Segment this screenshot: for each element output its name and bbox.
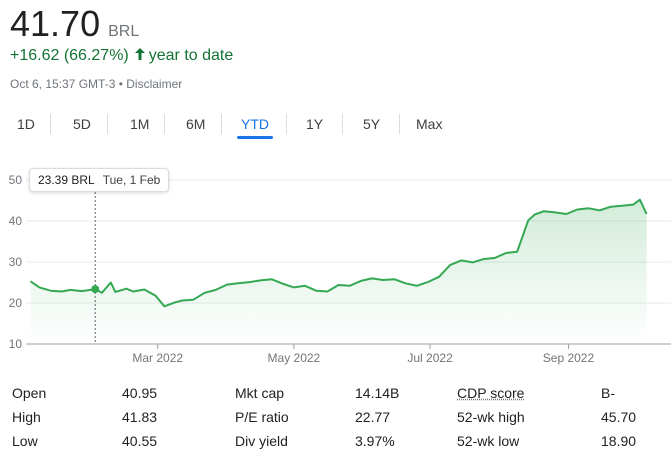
quote-timestamp: Oct 6, 15:37 GMT-3 [10,77,116,91]
tab-divider [342,114,343,134]
tab-5y[interactable]: 5Y [363,116,381,132]
tooltip-value: 23.39 BRL [38,173,95,187]
tab-5d[interactable]: 5D [73,116,91,132]
current-price: 41.70 [10,3,101,44]
stat-label-pe-ratio: P/E ratio [235,409,289,425]
price-area-fill [30,199,647,344]
tab-divider [221,114,222,134]
tab-1y[interactable]: 1Y [306,116,324,132]
chart-tooltip: 23.39 BRL Tue, 1 Feb [29,168,170,192]
price-chart-svg[interactable]: 10 20 30 40 50 Mar 2022 May 2022 Jul 2022 Sep 20… [0,160,671,370]
y-tick-label: 40 [9,214,23,228]
stat-label-div-yield: Div yield [235,433,288,449]
stat-label-cdp-score[interactable]: CDP score [457,385,525,401]
stat-value-mkt-cap: 14.14B [355,385,400,401]
stat-value-low: 40.55 [122,433,158,449]
stat-value-div-yield: 3.97% [355,433,395,449]
quote-meta: Oct 6, 15:37 GMT-3 • Disclaimer [10,77,182,91]
currency-code: BRL [108,23,140,40]
stat-label-open: Open [12,385,47,401]
stat-label-52wk-high: 52-wk high [457,409,525,425]
y-tick-label: 10 [9,337,23,351]
price-change: +16.62 (66.27%) year to date [10,47,233,65]
stat-value-open: 40.95 [122,385,158,401]
meta-separator: • [115,77,127,91]
price-chart[interactable]: 10 20 30 40 50 Mar 2022 May 2022 Jul 2022 Sep 20… [0,160,671,370]
tab-divider [107,114,108,134]
price-line [29,198,648,308]
stat-label-52wk-low: 52-wk low [457,433,520,449]
tab-divider [164,114,165,134]
stat-label-mkt-cap: Mkt cap [235,385,285,401]
x-tick-label: Jul 2022 [407,351,453,365]
stat-label-low: Low [12,433,38,449]
stat-value-pe-ratio: 22.77 [355,409,391,425]
tab-ytd[interactable]: YTD [237,116,273,139]
tab-1m[interactable]: 1M [130,116,150,132]
tab-1d[interactable]: 1D [17,116,35,132]
hover-point [91,285,100,294]
x-tick-label: Sep 2022 [543,351,595,365]
change-period: year to date [148,47,234,64]
y-tick-label: 20 [9,296,23,310]
y-tick-label: 30 [9,255,23,269]
stat-value-52wk-low: 18.90 [601,433,637,449]
change-value: +16.62 (66.27%) [10,47,129,64]
stat-label-high: High [12,409,41,425]
tab-divider [399,114,400,134]
tab-max[interactable]: Max [416,116,443,132]
arrow-up-icon [134,47,145,65]
stat-value-52wk-high: 45.70 [601,409,637,425]
stat-value-cdp-score: B- [601,385,615,401]
y-tick-label: 50 [9,173,23,187]
tab-divider [50,114,51,134]
x-tick-label: Mar 2022 [132,351,183,365]
disclaimer-link[interactable]: Disclaimer [126,77,183,91]
tab-6m[interactable]: 6M [186,116,206,132]
x-tick-label: May 2022 [268,351,321,365]
stat-value-high: 41.83 [122,409,158,425]
tooltip-date: Tue, 1 Feb [102,173,161,187]
tab-divider [286,114,287,134]
price-header: 41.70 BRL [10,4,139,44]
